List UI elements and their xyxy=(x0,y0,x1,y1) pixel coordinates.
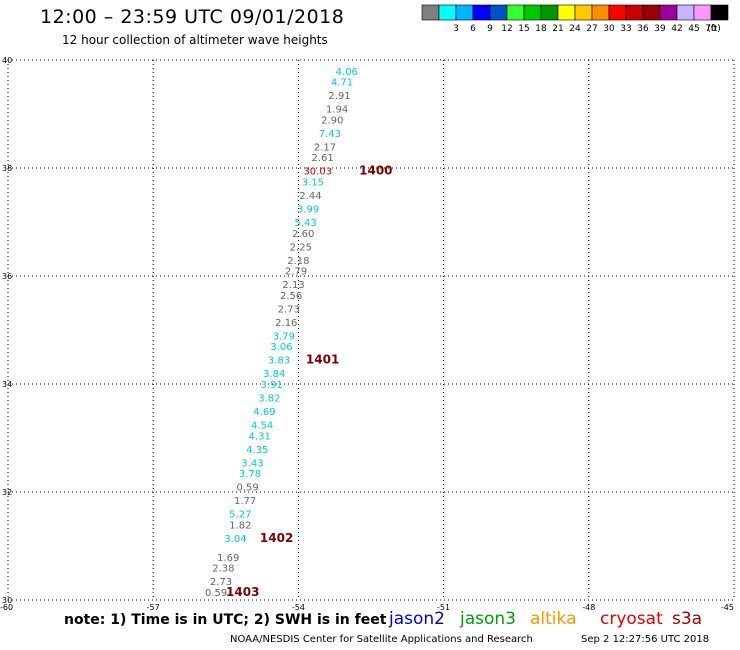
color-scale-label: 15 xyxy=(518,24,529,34)
time-label: 1403 xyxy=(226,585,259,599)
wave-height-value: 5.43 xyxy=(295,218,317,229)
satellite-legend-jason3: jason3 xyxy=(460,609,516,629)
wave-height-value: 3.91 xyxy=(261,380,283,391)
color-scale-label: 24 xyxy=(569,24,581,34)
color-scale-label: 27 xyxy=(586,24,597,34)
wave-height-value: 2.60 xyxy=(292,229,314,240)
color-scale-label: 70 xyxy=(705,24,717,34)
satellite-legend-s3a: s3a xyxy=(672,609,703,629)
lat-tick-label: 32 xyxy=(2,488,12,497)
generation-timestamp: Sep 2 12:27:56 UTC 2018 xyxy=(581,634,710,645)
time-label: 1401 xyxy=(306,353,339,367)
wave-height-value: 5.27 xyxy=(229,510,251,521)
wave-height-value: 0.59 xyxy=(236,483,258,494)
page-title: 12:00 – 23:59 UTC 09/01/2018 xyxy=(40,6,345,28)
lon-tick-label: -51 xyxy=(437,603,450,612)
satellite-legend-jason2: jason2 xyxy=(389,609,445,629)
wave-height-value: 4.54 xyxy=(251,421,273,432)
wave-height-value: 2.56 xyxy=(280,291,302,302)
wave-height-value: 1.77 xyxy=(234,496,256,507)
wave-height-value: 2.79 xyxy=(285,267,307,278)
lon-tick-label: -54 xyxy=(292,603,305,612)
wave-height-value: 4.35 xyxy=(246,445,268,456)
time-label: 1402 xyxy=(260,531,293,545)
wave-height-value: 1.94 xyxy=(326,105,348,116)
wave-height-value: 2.25 xyxy=(290,242,312,253)
color-scale-label: 36 xyxy=(637,24,649,34)
wave-height-value: 30.03 xyxy=(303,167,332,178)
color-scale-label: 3 xyxy=(453,24,459,34)
wave-height-value: 2.16 xyxy=(275,318,297,329)
color-scale-label: 21 xyxy=(552,24,563,34)
color-scale-label: 6 xyxy=(470,24,476,34)
wave-height-value: 3.99 xyxy=(297,205,319,216)
wave-height-value: 4.71 xyxy=(331,78,353,89)
color-scale-label: 30 xyxy=(603,24,615,34)
wave-height-value: 3.15 xyxy=(302,178,324,189)
wave-height-value: 3.43 xyxy=(241,458,263,469)
color-scale-legend: 3 6 9 12 15 18 21 24 27 30 33 36 39 42 45 70(ft) xyxy=(421,4,729,34)
lon-tick-label: -57 xyxy=(147,603,160,612)
wave-height-value: 2.61 xyxy=(311,153,333,164)
wave-height-value: 2.18 xyxy=(287,256,309,267)
wave-height-value: 3.84 xyxy=(263,369,285,380)
wave-height-value: 2.13 xyxy=(282,280,304,291)
color-scale-label: 45 xyxy=(688,24,699,34)
wave-height-value: 2.38 xyxy=(212,564,234,575)
color-scale-bin xyxy=(710,4,729,21)
wave-height-value: 3.78 xyxy=(239,469,261,480)
wave-height-value: 2.73 xyxy=(278,304,300,315)
color-scale-units: (ft) xyxy=(707,24,721,34)
wave-height-value: 4.06 xyxy=(336,67,358,78)
lon-tick-label: -60 xyxy=(0,603,13,612)
satellite-legend-altika: altika xyxy=(530,609,577,629)
wave-height-value: 3.82 xyxy=(258,394,280,405)
lat-tick-label: 34 xyxy=(2,380,12,389)
wave-height-value: 3.06 xyxy=(270,342,292,353)
color-scale-label: 18 xyxy=(535,24,547,34)
lat-tick-label: 30 xyxy=(2,596,12,605)
color-scale-label: 12 xyxy=(501,24,512,34)
wave-height-value: 2.17 xyxy=(314,142,336,153)
wave-height-value: 2.44 xyxy=(299,191,321,202)
wave-height-value: 7.43 xyxy=(319,129,341,140)
wave-height-value: 2.73 xyxy=(210,577,232,588)
page-subtitle: 12 hour collection of altimeter wave hei… xyxy=(62,33,328,47)
credit-line: NOAA/NESDIS Center for Satellite Applica… xyxy=(230,634,533,645)
wave-height-value: 2.90 xyxy=(321,115,343,126)
lat-tick-label: 38 xyxy=(2,164,12,173)
color-scale-label: 39 xyxy=(654,24,666,34)
wave-height-value: 1.69 xyxy=(217,553,239,564)
wave-height-value: 3.04 xyxy=(224,534,246,545)
color-scale-label: 9 xyxy=(487,24,493,34)
wave-height-value: 3.83 xyxy=(268,356,290,367)
lat-tick-label: 40 xyxy=(2,56,12,65)
time-label: 1400 xyxy=(359,164,392,178)
wave-height-value: 2.91 xyxy=(328,91,350,102)
lon-tick-label: -48 xyxy=(582,603,595,612)
color-scale-label: 42 xyxy=(671,24,682,34)
lat-tick-label: 36 xyxy=(2,272,12,281)
footer-note: note: 1) Time is in UTC; 2) SWH is in fe… xyxy=(64,612,387,628)
wave-height-value: 3.79 xyxy=(273,331,295,342)
wave-height-value: 4.69 xyxy=(253,407,275,418)
lon-tick-label: -45 xyxy=(721,603,734,612)
wave-height-value: 0.59 xyxy=(205,588,227,599)
color-scale-label: 33 xyxy=(620,24,631,34)
wave-height-value: 4.31 xyxy=(249,431,271,442)
satellite-legend-cryosat: cryosat xyxy=(600,609,663,629)
wave-height-value: 1.82 xyxy=(229,520,251,531)
